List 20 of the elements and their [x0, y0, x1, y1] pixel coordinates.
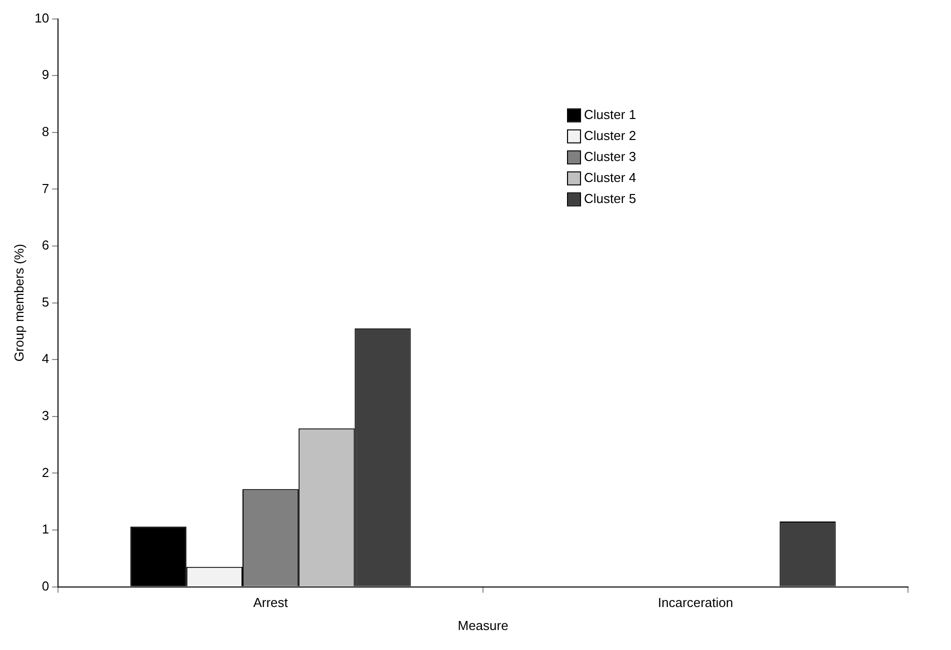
x-tick-label: Arrest [253, 595, 288, 610]
legend-label: Cluster 3 [584, 148, 636, 164]
legend-label: Cluster 1 [584, 106, 636, 122]
y-tick-label: 4 [42, 351, 50, 366]
legend-label: Cluster 5 [584, 190, 636, 206]
y-tick-label: 3 [42, 408, 50, 423]
y-tick-label: 0 [42, 578, 50, 594]
y-tick-label: 8 [42, 124, 50, 139]
y-axis-title: Group members (%) [11, 244, 26, 362]
y-tick-label: 7 [42, 180, 50, 196]
x-tick-label: Incarceration [658, 595, 734, 610]
x-axis-title: Measure [458, 618, 508, 633]
y-tick-label: 9 [42, 67, 50, 82]
y-tick-label: 5 [42, 294, 50, 310]
legend-label: Cluster 2 [584, 128, 636, 143]
y-tick-label: 10 [34, 10, 50, 26]
y-tick-label: 2 [42, 464, 50, 480]
legend-label: Cluster 4 [584, 170, 636, 185]
y-tick-label: 1 [42, 522, 50, 537]
y-tick-label: 6 [42, 238, 50, 253]
